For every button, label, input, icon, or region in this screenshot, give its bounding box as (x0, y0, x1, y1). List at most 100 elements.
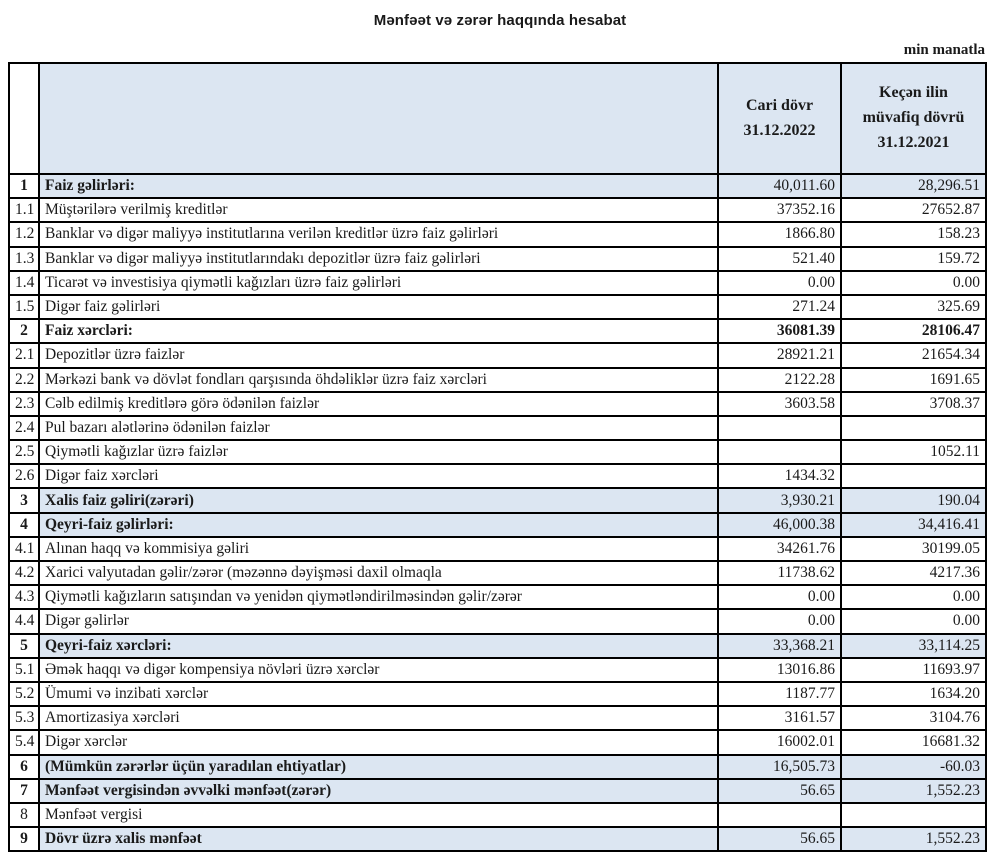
value-prior: 21654.34 (840, 342, 987, 369)
value-current: 1866.80 (717, 221, 842, 248)
table-row: 1.1 Müştərilərə verilmiş kreditlər 37352… (8, 197, 987, 224)
value-prior: 16681.32 (840, 729, 987, 756)
table-row: 1.3 Banklar və digər maliyyə institutlar… (8, 245, 987, 272)
row-number: 2.5 (8, 439, 40, 466)
table-row: 2.6 Digər faiz xərcləri 1434.32 (8, 463, 987, 490)
table-row: 5.4 Digər xərclər 16002.01 16681.32 (8, 729, 987, 756)
row-number: 1.4 (8, 269, 40, 296)
row-label: Mənfəət vergisi (38, 801, 719, 829)
row-label: Mərkəzi bank və dövlət fondları qarşısın… (38, 366, 719, 393)
value-prior: 1052.11 (840, 439, 987, 466)
row-label: Xalis faiz gəliri(zərəri) (38, 487, 719, 514)
table-body: 1 Faiz gəlirləri: 40,011.60 28,296.51 1.… (8, 172, 987, 852)
value-prior: 11693.97 (840, 656, 987, 683)
row-number: 4.4 (8, 608, 40, 635)
value-prior: 28,296.51 (840, 172, 987, 200)
header-prior-period: Keçən ilin müvafiq dövrü 31.12.2021 (840, 62, 987, 175)
row-label: Depozitlər üzrə faizlər (38, 342, 719, 369)
value-prior: 34,416.41 (840, 511, 987, 538)
row-number: 5.3 (8, 705, 40, 732)
row-label: Qiymətli kağızlar üzrə faizlər (38, 439, 719, 466)
row-label: Qiymətli kağızların satışından və yenidə… (38, 584, 719, 611)
row-label: Faiz xərcləri: (38, 318, 719, 345)
row-number: 2.4 (8, 414, 40, 442)
table-row: 6 (Mümkün zərərlər üçün yaradılan ehtiya… (8, 753, 987, 780)
row-label: Amortizasiya xərcləri (38, 705, 719, 732)
header-label-column (38, 62, 719, 175)
value-prior: 28106.47 (840, 318, 987, 345)
value-current: 36081.39 (717, 318, 842, 345)
row-number: 5 (8, 632, 40, 659)
row-label: Faiz gəlirləri: (38, 172, 719, 200)
value-current: 271.24 (717, 293, 842, 321)
value-current: 2122.28 (717, 366, 842, 393)
table-row: 2.4 Pul bazarı alətlərinə ödənilən faizl… (8, 414, 987, 442)
row-label: Alınan haqq və kommisiya gəliri (38, 535, 719, 563)
table-row: 3 Xalis faiz gəliri(zərəri) 3,930.21 190… (8, 487, 987, 514)
row-number: 2.1 (8, 342, 40, 369)
table-row: 2.2 Mərkəzi bank və dövlət fondları qarş… (8, 366, 987, 393)
header-number-column (8, 62, 40, 175)
row-label: Digər xərclər (38, 729, 719, 756)
row-number: 5.2 (8, 680, 40, 708)
row-label: Xarici valyutadan gəlir/zərər (məzənnə d… (38, 559, 719, 587)
table-row: 1.5 Digər faiz gəlirləri 271.24 325.69 (8, 293, 987, 321)
value-prior: 159.72 (840, 245, 987, 272)
value-current: 56.65 (717, 826, 842, 852)
row-number: 4.3 (8, 584, 40, 611)
value-current: 40,011.60 (717, 172, 842, 200)
value-current: 33,368.21 (717, 632, 842, 659)
row-label: Mənfəət vergisindən əvvəlki mənfəət(zərə… (38, 777, 719, 804)
row-number: 1.5 (8, 293, 40, 321)
table-row: 5.3 Amortizasiya xərcləri 3161.57 3104.7… (8, 705, 987, 732)
table-row: 2.1 Depozitlər üzrə faizlər 28921.21 216… (8, 342, 987, 369)
value-current: 521.40 (717, 245, 842, 272)
value-current: 0.00 (717, 608, 842, 635)
value-prior: 0.00 (840, 608, 987, 635)
row-number: 7 (8, 777, 40, 804)
table-row: 9 Dövr üzrə xalis mənfəət 56.65 1,552.23 (8, 826, 987, 852)
row-label: Ümumi və inzibati xərclər (38, 680, 719, 708)
table-row: 4.1 Alınan haqq və kommisiya gəliri 3426… (8, 535, 987, 563)
row-number: 8 (8, 801, 40, 829)
value-current: 3,930.21 (717, 487, 842, 514)
table-row: 4.2 Xarici valyutadan gəlir/zərər (məzən… (8, 559, 987, 587)
value-current: 46,000.38 (717, 511, 842, 538)
row-number: 2.6 (8, 463, 40, 490)
value-prior: 1691.65 (840, 366, 987, 393)
value-prior: 3104.76 (840, 705, 987, 732)
row-number: 2.3 (8, 390, 40, 417)
value-prior: 325.69 (840, 293, 987, 321)
table-row: 2.3 Cəlb edilmiş kreditlərə görə ödənilə… (8, 390, 987, 417)
row-label: Digər faiz gəlirləri (38, 293, 719, 321)
table-row: 7 Mənfəət vergisindən əvvəlki mənfəət(zə… (8, 777, 987, 804)
table-row: 1.2 Banklar və digər maliyyə institutlar… (8, 221, 987, 248)
row-label: Digər gəlirlər (38, 608, 719, 635)
unit-note: min manatla (903, 42, 985, 58)
value-prior: 190.04 (840, 487, 987, 514)
row-label: (Mümkün zərərlər üçün yaradılan ehtiyatl… (38, 753, 719, 780)
row-number: 3 (8, 487, 40, 514)
value-current (717, 414, 842, 442)
row-number: 4.2 (8, 559, 40, 587)
page-title: Mənfəət və zərər haqqında hesabat (373, 12, 627, 29)
table-row: 5 Qeyri-faiz xərcləri: 33,368.21 33,114.… (8, 632, 987, 659)
value-prior: 158.23 (840, 221, 987, 248)
row-number: 1.2 (8, 221, 40, 248)
table-row: 8 Mənfəət vergisi (8, 801, 987, 829)
value-prior: 27652.87 (840, 197, 987, 224)
value-prior (840, 463, 987, 490)
row-label: Qeyri-faiz gəlirləri: (38, 511, 719, 538)
value-current: 56.65 (717, 777, 842, 804)
value-prior: 1,552.23 (840, 777, 987, 804)
value-current: 1187.77 (717, 680, 842, 708)
value-current: 16,505.73 (717, 753, 842, 780)
value-prior: 30199.05 (840, 535, 987, 563)
row-label: Qeyri-faiz xərcləri: (38, 632, 719, 659)
table-row: 1 Faiz gəlirləri: 40,011.60 28,296.51 (8, 172, 987, 200)
table-row: 4.3 Qiymətli kağızların satışından və ye… (8, 584, 987, 611)
value-prior: 0.00 (840, 584, 987, 611)
row-label: Dövr üzrə xalis mənfəət (38, 826, 719, 852)
row-label: Digər faiz xərcləri (38, 463, 719, 490)
row-label: Əmək haqqı və digər kompensiya növləri ü… (38, 656, 719, 683)
